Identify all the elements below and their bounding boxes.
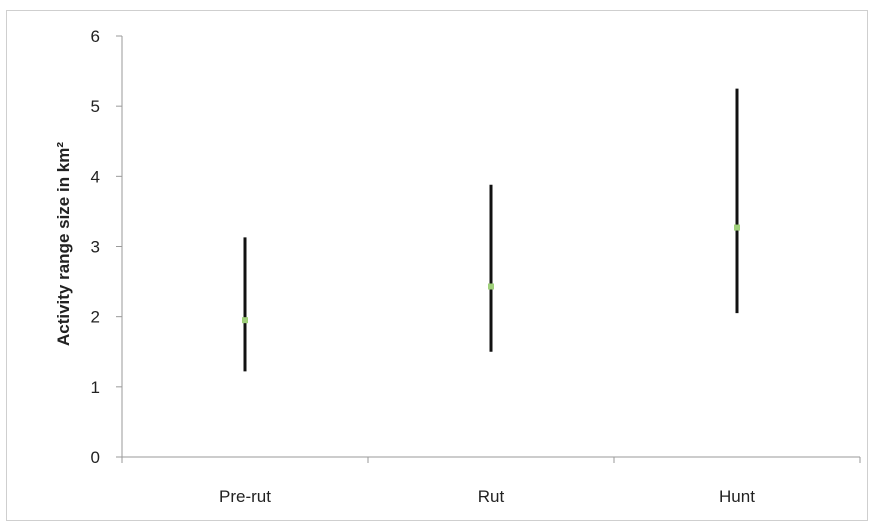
y-tick-label: 0 xyxy=(91,448,100,467)
y-axis-ticks: 0 1 2 3 4 5 6 xyxy=(91,27,122,467)
mean-points xyxy=(242,224,740,324)
mean-point xyxy=(734,224,740,231)
y-tick-label: 6 xyxy=(91,27,100,46)
error-bars xyxy=(243,88,739,372)
y-tick-label: 4 xyxy=(91,167,100,186)
x-tick-label: Hunt xyxy=(719,487,755,506)
y-tick-label: 2 xyxy=(91,308,100,327)
x-tick-label: Rut xyxy=(478,487,505,506)
y-tick-label: 1 xyxy=(91,378,100,397)
chart-frame xyxy=(6,10,868,521)
mean-point xyxy=(242,317,248,324)
x-tick-label: Pre-rut xyxy=(219,487,271,506)
x-axis-ticks: Pre-rut Rut Hunt xyxy=(121,457,861,506)
y-tick-label: 5 xyxy=(91,97,100,116)
mean-point xyxy=(488,283,494,290)
y-tick-label: 3 xyxy=(91,238,100,257)
y-axis-title: Activity range size in km² xyxy=(54,142,73,346)
